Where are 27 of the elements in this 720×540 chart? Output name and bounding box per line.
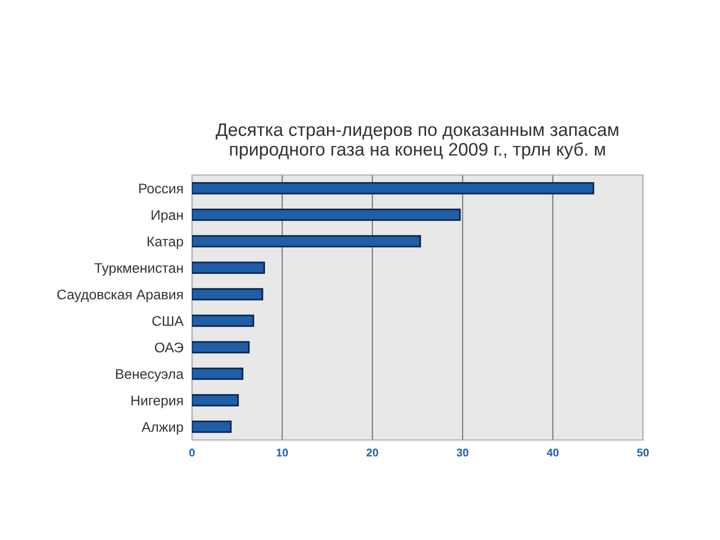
- y-tick-label: Россия: [139, 184, 183, 194]
- bar: [192, 235, 422, 248]
- y-tick-label: Нигерия: [132, 396, 183, 408]
- x-tick-label: 40: [546, 448, 559, 456]
- x-tick-label: 0: [189, 448, 195, 456]
- bar: [192, 208, 461, 221]
- bar: [192, 341, 250, 354]
- bar: [192, 394, 239, 406]
- x-tick-label: 50: [637, 448, 649, 456]
- y-tick-label: Туркменистан: [94, 263, 183, 276]
- y-tick-label: Венесуэла: [116, 369, 184, 382]
- bar: [192, 314, 254, 327]
- y-tick-label: Саудовская Аравия: [57, 290, 183, 302]
- bar: [192, 288, 264, 300]
- y-tick-label: США: [152, 316, 184, 326]
- bar: [192, 182, 594, 194]
- y-tick-label: Алжир: [142, 422, 184, 435]
- x-tick-label: 10: [276, 448, 288, 456]
- x-tick-label: 30: [456, 448, 468, 457]
- x-tick-label: 20: [366, 448, 378, 456]
- bar: [192, 368, 244, 380]
- y-tick-label: Иран: [152, 210, 183, 223]
- y-tick-label: ОАЭ: [154, 342, 184, 352]
- y-tick-label: Катар: [148, 236, 184, 250]
- bar: [192, 420, 232, 433]
- chart-title: Десятка стран-лидеров по доказанным запасам природного газа на конец 2009 г., трлн куб. м: [216, 123, 618, 160]
- bar: [192, 262, 265, 274]
